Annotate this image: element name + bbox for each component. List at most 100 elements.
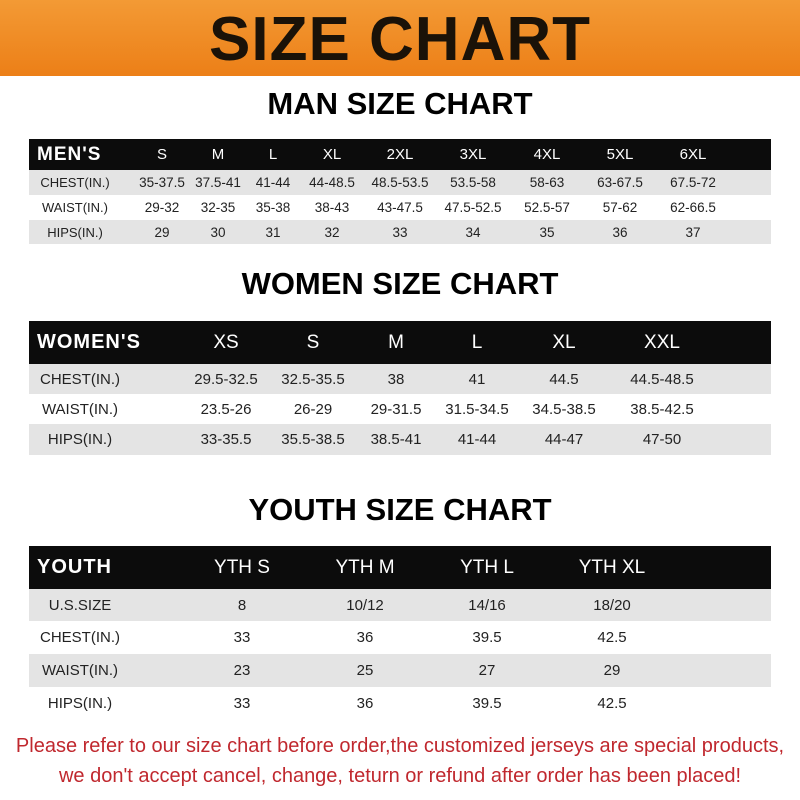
measurement-value: 31 <box>265 224 281 240</box>
measurement-value: 36 <box>612 224 628 240</box>
size-column-header: 4XL <box>533 146 561 163</box>
measurement-value: 36 <box>356 629 374 646</box>
measurement-value: 38.5-41 <box>370 431 422 448</box>
measurement-value: 42.5 <box>597 629 627 646</box>
measurement-value: 25 <box>356 662 374 679</box>
measurement-value: 35-38 <box>255 200 291 215</box>
measurement-value: 34.5-38.5 <box>532 400 596 418</box>
measurement-value: 33 <box>392 224 408 240</box>
measurement-value: 67.5-72 <box>670 175 716 190</box>
measurement-value: 35-37.5 <box>139 175 185 190</box>
measurement-value: 18/20 <box>593 596 631 614</box>
measurement-value: 44-48.5 <box>309 175 355 190</box>
measurement-value: 39.5 <box>472 694 502 712</box>
size-column-header: 5XL <box>606 146 634 163</box>
measurement-value: 29 <box>154 224 170 240</box>
order-notice-line-1: Please refer to our size chart before or… <box>15 735 785 757</box>
size-column-header: 3XL <box>459 146 487 163</box>
measurement-value: 27 <box>478 662 496 679</box>
measurement-value: 29 <box>603 662 621 679</box>
measurement-value: 23 <box>233 662 251 679</box>
youth-table-label: YOUTH <box>37 556 112 578</box>
banner-title: SIZE CHART <box>209 5 591 74</box>
measurement-value: 44-47 <box>544 431 584 448</box>
men-section-title: MAN SIZE CHART <box>267 86 533 121</box>
size-column-header: YTH S <box>214 556 270 578</box>
measurement-value: 52.5-57 <box>524 200 570 215</box>
size-column-header: L <box>268 146 278 163</box>
women-size-table: WOMEN'S XS S M L XL XXL CHEST(IN.) 29.5-32.5 32.5… <box>29 321 771 455</box>
measurement-value: 32 <box>324 224 340 240</box>
measurement-value: 34 <box>465 224 481 240</box>
women-table-row: WAIST(IN.) 23.5-26 26-29 29-31.5 31.5-34.5 34… <box>29 394 771 424</box>
measurement-value: 37.5-41 <box>195 175 241 190</box>
measurement-label: WAIST(IN.) <box>41 400 119 418</box>
measurement-value: 62-66.5 <box>670 200 716 215</box>
size-column-header: XL <box>552 331 576 353</box>
men-table-label: MEN'S <box>37 143 102 165</box>
youth-header-row: YOUTH YTH S YTH M YTH L YTH XL <box>29 546 771 589</box>
measurement-label: CHEST(IN.) <box>40 629 120 646</box>
measurement-label: HIPS(IN.) <box>47 694 113 712</box>
measurement-value: 33 <box>233 629 251 646</box>
size-column-header: YTH M <box>335 556 395 578</box>
youth-table-row: HIPS(IN.) 33 36 39.5 42.5 <box>29 687 771 719</box>
measurement-value: 41 <box>468 370 486 388</box>
measurement-label: HIPS(IN.) <box>47 431 113 448</box>
men-table-row: CHEST(IN.) 35-37.5 37.5-41 41-44 44-48.5 48.5… <box>29 170 771 195</box>
measurement-value: 37 <box>685 224 701 240</box>
measurement-value: 35.5-38.5 <box>281 431 345 448</box>
measurement-value: 38 <box>387 370 405 388</box>
size-column-header: YTH L <box>460 556 514 578</box>
measurement-label: CHEST(IN.) <box>40 370 120 388</box>
measurement-value: 41-44 <box>255 175 291 190</box>
measurement-value: 36 <box>356 694 374 712</box>
size-column-header: M <box>211 146 225 163</box>
measurement-value: 29-31.5 <box>370 400 422 418</box>
size-column-header: XS <box>213 331 239 353</box>
measurement-label: WAIST(IN.) <box>42 200 108 215</box>
women-section-title: WOMEN SIZE CHART <box>241 266 559 301</box>
men-table-row: WAIST(IN.) 29-32 32-35 35-38 38-43 43-47.5 47.… <box>29 195 771 220</box>
measurement-value: 14/16 <box>468 596 506 614</box>
measurement-value: 38-43 <box>314 200 350 215</box>
measurement-value: 33 <box>233 694 251 712</box>
measurement-value: 58-63 <box>529 175 565 190</box>
measurement-value: 38.5-42.5 <box>630 400 694 418</box>
women-table-label: WOMEN'S <box>37 331 141 353</box>
measurement-value: 39.5 <box>472 629 502 646</box>
youth-table-row: U.S.SIZE 8 10/12 14/16 18/20 <box>29 589 771 621</box>
measurement-value: 48.5-53.5 <box>371 175 429 190</box>
measurement-label: CHEST(IN.) <box>40 175 110 190</box>
measurement-value: 47-50 <box>642 431 682 448</box>
size-column-header: L <box>471 331 483 353</box>
youth-section-title: YOUTH SIZE CHART <box>248 492 552 527</box>
measurement-value: 29-32 <box>144 200 180 215</box>
measurement-value: 44.5-48.5 <box>630 370 694 388</box>
measurement-value: 57-62 <box>602 200 638 215</box>
order-notice-line-2: we don't accept cancel, change, teturn o… <box>58 765 742 787</box>
measurement-value: 8 <box>237 596 247 614</box>
measurement-value: 29.5-32.5 <box>194 370 258 388</box>
measurement-value: 26-29 <box>293 400 333 418</box>
measurement-value: 32-35 <box>200 200 236 215</box>
women-table-row: HIPS(IN.) 33-35.5 35.5-38.5 38.5-41 41-44 44-… <box>29 424 771 455</box>
size-column-header: S <box>306 331 320 353</box>
measurement-value: 23.5-26 <box>200 400 252 418</box>
size-column-header: M <box>388 331 404 353</box>
men-table-row: HIPS(IN.) 29 30 31 32 33 34 35 36 37 <box>29 220 771 244</box>
size-column-header: YTH XL <box>578 556 646 578</box>
women-header-row: WOMEN'S XS S M L XL XXL <box>29 321 771 364</box>
youth-table-row: CHEST(IN.) 33 36 39.5 42.5 <box>29 621 771 654</box>
measurement-value: 47.5-52.5 <box>444 200 502 215</box>
measurement-value: 10/12 <box>346 596 384 614</box>
measurement-value: 44.5 <box>549 370 579 388</box>
size-column-header: 6XL <box>679 146 707 163</box>
men-header-row: MEN'S S M L XL 2XL 3XL 4XL 5XL 6XL <box>29 139 771 170</box>
measurement-value: 41-44 <box>457 431 497 448</box>
youth-size-table: YOUTH YTH S YTH M YTH L YTH XL U.S.SIZE 8 10/12… <box>29 546 771 719</box>
measurement-label: WAIST(IN.) <box>41 662 119 679</box>
measurement-label: U.S.SIZE <box>48 596 112 614</box>
youth-table-row: WAIST(IN.) 23 25 27 29 <box>29 654 771 687</box>
measurement-value: 43-47.5 <box>377 200 423 215</box>
